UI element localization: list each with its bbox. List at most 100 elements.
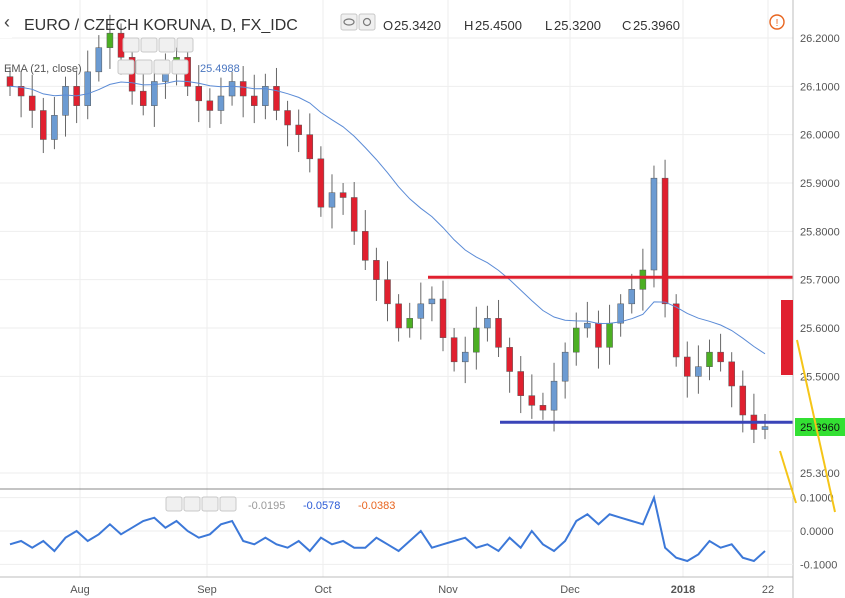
ema-legend-value: 25.4988 [200,63,240,75]
osc-close-button[interactable] [219,496,237,512]
candle-body [106,32,114,48]
ema-close-button[interactable] [171,59,189,75]
candle-body [95,47,103,73]
candle-body [573,327,580,353]
candle-body [406,318,413,329]
symbol-title[interactable]: EURO / CZECH KORUNA, D, FX_IDC [24,17,298,34]
toolbar-1-close-button[interactable] [176,37,194,53]
candle-body [539,405,547,411]
indicator-toolbar-1 [122,37,194,53]
ohlc-open-label: O [383,18,393,33]
last-price-tag [795,418,845,436]
warning-icon-glyph: ! [776,18,779,29]
vertical-grid [79,0,769,577]
ohlc-high-value: 25.4500 [475,18,522,33]
ema-legend-label[interactable]: EMA (21, close) [4,63,82,75]
candle-body [428,298,436,305]
time-tick-label: Dec [560,584,580,596]
eye-icon [343,18,355,26]
header-bar: ‹ EURO / CZECH KORUNA, D, FX_IDC O 25.34… [0,10,785,38]
gear-icon [362,17,372,27]
candle-body [650,177,658,271]
red-marker-block [781,300,793,375]
toolbar-1-eye-button[interactable] [122,37,140,53]
candle-body [373,260,380,280]
candle-body [584,322,591,329]
price-axis-labels[interactable]: 26.2000 26.1000 26.0000 25.9000 25.8000 25.70… [800,33,840,480]
time-tick-label: 22 [762,584,774,596]
header-bg [0,10,12,38]
annotation-line-1[interactable] [796,339,836,513]
candle-body [395,303,402,329]
price-tick-label: 25.9000 [800,178,840,190]
time-tick-label: Aug [70,584,90,596]
osc-value-3: -0.0383 [358,500,395,512]
ohlc-open-value: 25.3420 [394,18,441,33]
candle-body [262,86,269,106]
time-axis-labels[interactable]: Aug Sep Oct Nov Dec 2018 22 [70,584,774,596]
candle-body [284,110,291,126]
candle-body [695,366,702,377]
osc-gear-button[interactable] [183,496,201,512]
candle-body [684,356,691,377]
candle-body [84,71,91,106]
candle-body [450,337,458,363]
candle-body [195,86,202,102]
warning-badge[interactable]: ! [769,14,785,30]
price-tick-label: 25.8000 [800,226,840,238]
osc-value-2: -0.0578 [303,500,340,512]
candle-body [639,269,647,290]
oscillator-legend: -0.0195 -0.0578 -0.0383 [165,496,395,512]
candle-body [206,100,214,111]
candle-body [28,95,36,111]
candle-body [672,303,680,358]
eye-button[interactable] [340,13,358,31]
candle-body [339,192,347,198]
toolbar-1-gear-button[interactable] [140,37,158,53]
candle-body [506,347,513,372]
ohlc-close-value: 25.3960 [633,18,680,33]
candle-body [217,95,225,111]
price-tick-label: 25.5000 [800,371,840,383]
annotation-line-2[interactable] [779,450,797,504]
candle-body [6,76,14,87]
ema-gear-button[interactable] [135,59,153,75]
candle-body [484,318,491,329]
price-tick-label: 26.1000 [800,81,840,93]
ema-eye-button[interactable] [117,59,135,75]
price-tick-label: 25.7000 [800,275,840,287]
candle-body [62,86,69,116]
time-tick-label: Oct [314,584,331,596]
collapse-chevron-icon[interactable]: ‹ [4,12,10,32]
price-tick-label: 26.0000 [800,130,840,142]
candle-body [328,192,336,208]
candle-body [384,279,391,305]
candle-body [717,351,724,363]
candle-body [561,351,569,382]
time-tick-label: Sep [197,584,217,596]
last-price-value: 25.3960 [800,422,840,434]
candle-body [628,289,636,305]
candle-body [661,177,669,305]
candle-body [739,385,747,416]
osc-braces-button[interactable] [201,496,219,512]
candle-body [295,124,302,135]
candles-group [6,14,769,444]
ohlc-high-label: H [464,18,473,33]
candle-body [606,322,613,348]
candle-body [761,426,769,430]
settings-button[interactable] [358,13,376,31]
candle-body [51,115,58,140]
candle-body [517,371,524,396]
price-tick-label: 26.2000 [800,33,840,45]
candle-body [439,298,447,338]
candle-body [417,303,425,319]
osc-eye-button[interactable] [165,496,183,512]
time-tick-label: Nov [438,584,458,596]
ema-braces-button[interactable] [153,59,171,75]
osc-value-1: -0.0195 [248,500,285,512]
oscillator-line [9,494,766,563]
toolbar-1-braces-button[interactable] [158,37,176,53]
